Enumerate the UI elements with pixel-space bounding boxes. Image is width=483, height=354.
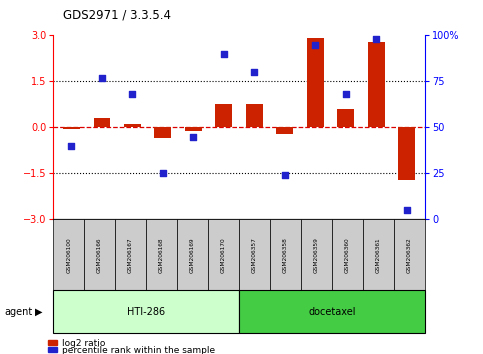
Bar xyxy=(276,127,293,134)
Point xyxy=(128,91,136,97)
Bar xyxy=(215,104,232,127)
Bar xyxy=(368,41,384,127)
Bar xyxy=(155,127,171,138)
Text: percentile rank within the sample: percentile rank within the sample xyxy=(62,346,215,354)
Bar xyxy=(246,104,263,127)
Bar xyxy=(307,39,324,127)
Point xyxy=(251,69,258,75)
Bar xyxy=(94,118,110,127)
Text: GDS2971 / 3.3.5.4: GDS2971 / 3.3.5.4 xyxy=(63,8,171,21)
Point xyxy=(312,42,319,47)
Text: ▶: ▶ xyxy=(35,307,43,316)
Bar xyxy=(185,127,202,131)
Text: GSM206100: GSM206100 xyxy=(66,237,71,273)
Point xyxy=(68,143,75,149)
Point xyxy=(403,207,411,213)
Point xyxy=(372,36,380,42)
Text: GSM206167: GSM206167 xyxy=(128,237,133,273)
Text: log2 ratio: log2 ratio xyxy=(62,339,105,348)
Text: docetaxel: docetaxel xyxy=(308,307,356,316)
Text: GSM206170: GSM206170 xyxy=(221,237,226,273)
Point xyxy=(342,91,350,97)
Text: HTI-286: HTI-286 xyxy=(127,307,165,316)
Bar xyxy=(398,127,415,179)
Text: GSM206361: GSM206361 xyxy=(376,237,381,273)
Bar xyxy=(63,127,80,129)
Text: GSM206362: GSM206362 xyxy=(407,237,412,273)
Text: GSM206359: GSM206359 xyxy=(314,237,319,273)
Text: GSM206166: GSM206166 xyxy=(97,237,102,273)
Text: GSM206358: GSM206358 xyxy=(283,237,288,273)
Text: GSM206169: GSM206169 xyxy=(190,237,195,273)
Point xyxy=(189,134,197,139)
Bar xyxy=(338,109,354,127)
Point xyxy=(159,171,167,176)
Text: GSM206357: GSM206357 xyxy=(252,237,257,273)
Bar xyxy=(124,124,141,127)
Point xyxy=(281,172,289,178)
Text: agent: agent xyxy=(5,307,33,316)
Point xyxy=(220,51,227,57)
Point xyxy=(98,75,106,81)
Text: GSM206360: GSM206360 xyxy=(345,237,350,273)
Text: GSM206168: GSM206168 xyxy=(159,237,164,273)
